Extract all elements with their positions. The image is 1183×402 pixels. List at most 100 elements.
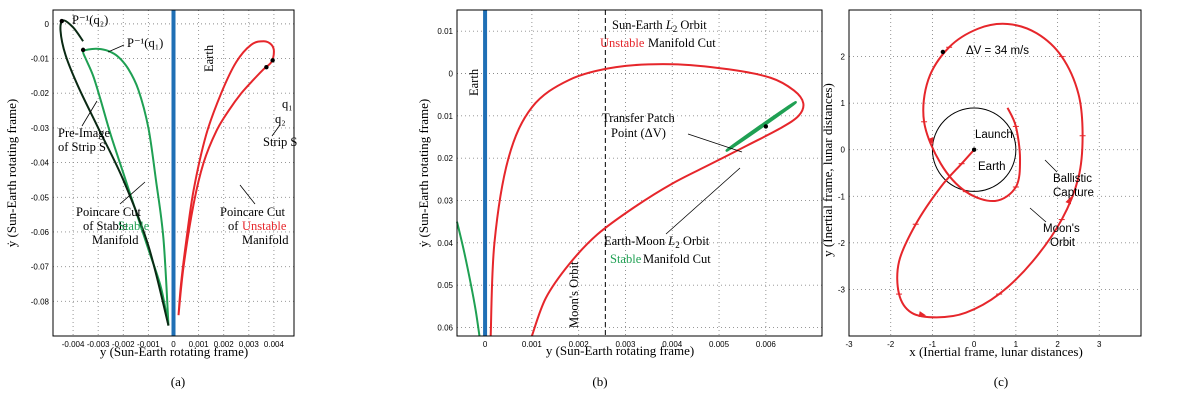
a-leader-stable [119, 181, 146, 205]
c-label-dv: ΔV = 34 m/s [966, 45, 1029, 57]
a-label-preimage-1: Pre-Image [58, 126, 111, 140]
a-ytick-label: 0 [45, 20, 50, 29]
b-xlabel: y (Sun-Earth rotating frame) [546, 343, 694, 358]
b-earth-label: Earth [467, 68, 481, 96]
c-xtick-label: 2 [1055, 340, 1060, 349]
a-ytick-label: -0.04 [31, 159, 50, 168]
b-series-2 [725, 101, 797, 152]
b-label-unstable-b: Manifold Cut [648, 36, 716, 50]
a-leader-pinv-q1 [107, 44, 125, 53]
c-label-ballistic: Ballistic [1053, 173, 1092, 185]
a-xtick-label: 0 [171, 340, 176, 349]
c-ytick-label: -1 [838, 192, 846, 201]
a-xlabel: y (Sun-Earth rotating frame) [100, 344, 248, 359]
a-ylabel: ẏ (Sun-Earth rotating frame) [4, 99, 19, 247]
a-ytick-label: -0.08 [31, 297, 50, 306]
c-ylabel: y (Inertial frame, lunar distances) [820, 83, 835, 257]
b-label-em-orbit: Earth-Moon L2 Orbit [604, 234, 710, 250]
c-series-group [896, 22, 1086, 319]
a-xtick-label: 0.003 [239, 340, 260, 349]
a-label-unstable-cut-2b: Unstable [242, 219, 287, 233]
b-ytick-label: 0.04 [437, 239, 453, 248]
c-ytick-label: 0 [841, 146, 846, 155]
b-label-stable-b: Manifold Cut [643, 252, 711, 266]
c-ytick-label: 2 [841, 53, 846, 62]
b-label-se-orbit: Sun-Earth L2 Orbit [612, 18, 707, 34]
c-label-moon-1: Moon's [1043, 223, 1080, 235]
c-xtick-label: 0 [972, 340, 977, 349]
b-ytick-labels: 0.01 0 0.01 0.02 0.03 0.04 0.05 0.06 [437, 27, 453, 332]
a-ytick-label: -0.06 [31, 228, 50, 237]
a-xtick-label: -0.002 [112, 340, 135, 349]
c-xtick-label: -1 [929, 340, 937, 349]
c-caption: (c) [994, 374, 1008, 389]
b-xtick-label: 0.006 [756, 340, 777, 349]
c-leader-capture [1044, 159, 1058, 173]
b-leader-em [665, 167, 741, 235]
c-label-earth: Earth [978, 161, 1006, 173]
b-ylabel: ẏ (Sun-Earth rotating frame) [416, 99, 431, 247]
c-point-0 [940, 49, 946, 55]
a-ytick-label: -0.02 [31, 89, 50, 98]
b-series-1 [456, 221, 481, 337]
a-label-stable-cut-3: Manifold [92, 233, 139, 247]
b-xtick-label: 0.005 [709, 340, 730, 349]
b-point-0 [763, 124, 769, 129]
c-ytick-label: -2 [838, 239, 846, 248]
b-series-group [456, 63, 805, 337]
b-plot-frame [456, 9, 823, 337]
a-plot-frame [52, 9, 295, 337]
b-label-unstable-a: Unstable [600, 36, 645, 50]
b-ytick-label: 0.01 [437, 112, 453, 121]
c-ytick-labels: 2 1 0 -1 -2 -3 [838, 53, 846, 295]
b-xtick-label: 0 [483, 340, 488, 349]
a-point-0 [59, 18, 64, 24]
c-gridlines [848, 10, 1141, 336]
a-point-3 [264, 65, 269, 70]
b-leader-transfer [687, 133, 743, 153]
b-ytick-label: 0.05 [437, 281, 453, 290]
c-label-moon-2: Orbit [1050, 237, 1076, 249]
c-plot-frame [848, 9, 1142, 337]
a-xtick-label: -0.001 [137, 340, 160, 349]
c-direction-arrow [918, 311, 927, 318]
b-points-group [763, 124, 769, 129]
a-series-1 [59, 19, 170, 326]
a-ytick-label: -0.03 [31, 124, 50, 133]
a-label-strip-s: Strip S [263, 135, 297, 149]
a-label-pinv-q2: P⁻¹(q₂) [72, 13, 108, 27]
a-label-stable-cut-2b: Stable [118, 219, 150, 233]
b-xtick-label: 0.001 [522, 340, 543, 349]
a-points-group [59, 18, 275, 70]
b-ytick-label: 0 [449, 70, 454, 79]
c-ytick-label: 1 [841, 99, 846, 108]
c-points-group [940, 49, 977, 152]
c-point-1 [971, 147, 977, 152]
panel-c: -3 -2 -1 0 1 2 3 210-1-2-3 ΔV = 34 m/s Launch … [820, 9, 1142, 389]
a-xtick-label: 0.002 [214, 340, 235, 349]
c-xtick-label: 1 [1014, 340, 1019, 349]
a-earth-label: Earth [202, 44, 216, 72]
b-xtick-label: 0.002 [569, 340, 590, 349]
a-series-2 [177, 40, 275, 316]
c-leader-moon [1029, 207, 1047, 223]
a-series-group [59, 19, 275, 326]
a-leader-preimage [81, 100, 98, 127]
a-leader-strip [271, 124, 281, 137]
c-label-launch: Launch [975, 129, 1013, 141]
a-label-q1: q₁ [282, 97, 293, 111]
c-series-0 [896, 22, 1084, 319]
c-xlabel: x (Inertial frame, lunar distances) [909, 344, 1083, 359]
b-ytick-label: 0.03 [437, 197, 453, 206]
a-label-unstable-cut-2a: of [228, 219, 239, 233]
c-xtick-label: -2 [887, 340, 895, 349]
b-xtick-labels: 0 0.001 0.002 0.003 0.004 0.005 0.006 [483, 340, 777, 349]
b-label-transfer-1: Transfer Patch [602, 111, 676, 125]
a-ytick-labels: 0 -0.01 -0.02 -0.03 -0.04 -0.05 -0.06 -0.07 -0.0… [31, 20, 50, 306]
c-direction-arrow [1065, 196, 1072, 205]
a-label-stable-cut-2a: of Stable [83, 219, 128, 233]
b-gridlines [457, 10, 822, 336]
b-ytick-label: 0.06 [437, 324, 453, 333]
c-xtick-label: 3 [1097, 340, 1102, 349]
